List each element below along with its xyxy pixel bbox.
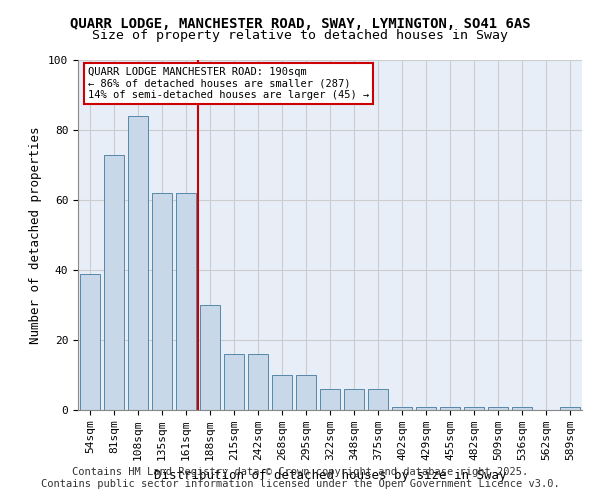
Bar	[224, 354, 244, 410]
Bar	[392, 406, 412, 410]
Bar	[512, 406, 532, 410]
Text: QUARR LODGE MANCHESTER ROAD: 190sqm
← 86% of detached houses are smaller (287)
1: QUARR LODGE MANCHESTER ROAD: 190sqm ← 86…	[88, 67, 370, 100]
Bar	[416, 406, 436, 410]
Bar	[104, 154, 124, 410]
Text: Contains HM Land Registry data © Crown copyright and database right 2025.
Contai: Contains HM Land Registry data © Crown c…	[41, 468, 559, 489]
Bar	[320, 389, 340, 410]
Bar	[272, 375, 292, 410]
Bar	[80, 274, 100, 410]
Bar	[152, 193, 172, 410]
Text: Size of property relative to detached houses in Sway: Size of property relative to detached ho…	[92, 29, 508, 42]
Bar	[440, 406, 460, 410]
Bar	[176, 193, 196, 410]
Bar	[488, 406, 508, 410]
Y-axis label: Number of detached properties: Number of detached properties	[29, 126, 43, 344]
Text: QUARR LODGE, MANCHESTER ROAD, SWAY, LYMINGTON, SO41 6AS: QUARR LODGE, MANCHESTER ROAD, SWAY, LYMI…	[70, 18, 530, 32]
Bar	[464, 406, 484, 410]
Bar	[128, 116, 148, 410]
Bar	[200, 305, 220, 410]
Bar	[560, 406, 580, 410]
Bar	[248, 354, 268, 410]
Bar	[368, 389, 388, 410]
X-axis label: Distribution of detached houses by size in Sway: Distribution of detached houses by size …	[154, 468, 506, 481]
Bar	[344, 389, 364, 410]
Bar	[296, 375, 316, 410]
